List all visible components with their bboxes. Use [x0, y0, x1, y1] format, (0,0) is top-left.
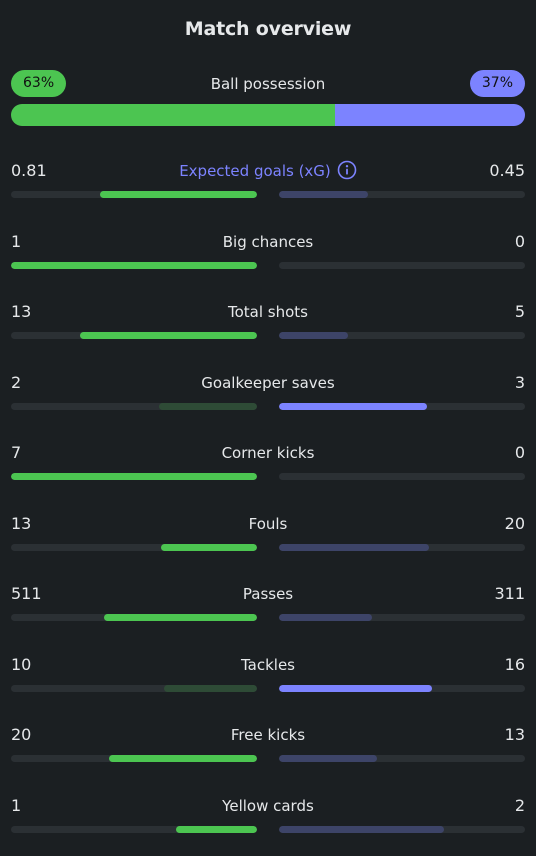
stat-label-text: Total shots — [228, 303, 308, 321]
away-stat-value: 3 — [514, 373, 525, 392]
away-stat-fill — [279, 403, 427, 410]
home-stat-fill — [175, 826, 257, 833]
away-stat-bar — [279, 685, 525, 692]
home-stat-fill — [161, 544, 257, 551]
home-stat-fill — [163, 685, 257, 692]
home-stat-fill — [99, 191, 257, 198]
away-stat-bar — [279, 191, 525, 198]
stat-label: Passes — [11, 583, 525, 605]
away-stat-fill — [279, 332, 348, 339]
page-title: Match overview — [184, 18, 352, 40]
away-stat-bar — [279, 403, 525, 410]
home-stat-value: 511 — [11, 584, 42, 603]
stat-row: 13 Total shots 5 — [11, 301, 525, 351]
home-stat-value: 7 — [11, 443, 22, 462]
away-stat-value: 0.45 — [489, 161, 525, 180]
stat-label: Yellow cards — [11, 795, 525, 817]
away-possession-fill — [334, 104, 525, 126]
stat-label: Tackles — [11, 654, 525, 676]
away-stat-bar — [279, 614, 525, 621]
stat-row: 1 Yellow cards 2 — [11, 795, 525, 845]
away-possession-badge: 37% — [469, 70, 525, 97]
home-stat-fill — [11, 473, 257, 480]
stat-label-text: Passes — [242, 585, 294, 603]
stat-label-text: Tackles — [240, 656, 296, 674]
home-stat-value: 20 — [11, 725, 32, 744]
away-stat-bar — [279, 826, 525, 833]
stat-label-text: Expected goals (xG) — [179, 162, 331, 180]
away-stat-fill — [279, 755, 378, 762]
away-stat-value: 0 — [514, 232, 525, 251]
stat-label-text: Big chances — [222, 233, 314, 251]
home-stat-bar — [11, 191, 257, 198]
home-stat-bar — [11, 755, 257, 762]
home-stat-fill — [79, 332, 257, 339]
home-stat-value: 1 — [11, 796, 22, 815]
away-stat-value: 5 — [514, 302, 525, 321]
home-stat-value: 2 — [11, 373, 22, 392]
home-possession-badge: 63% — [11, 70, 67, 97]
away-stat-value: 0 — [514, 443, 525, 462]
home-stat-value: 10 — [11, 655, 32, 674]
stat-label-text: Corner kicks — [221, 444, 315, 462]
stat-label: Corner kicks — [11, 442, 525, 464]
home-stat-bar — [11, 544, 257, 551]
stat-label: Fouls — [11, 513, 525, 535]
home-stat-bar — [11, 473, 257, 480]
stat-label: Free kicks — [11, 724, 525, 746]
stat-label: Goalkeeper saves — [11, 372, 525, 394]
home-stat-bar — [11, 262, 257, 269]
home-stat-bar — [11, 332, 257, 339]
stat-row: 7 Corner kicks 0 — [11, 442, 525, 492]
away-stat-fill — [279, 544, 430, 551]
home-stat-bar — [11, 685, 257, 692]
home-possession-fill — [11, 104, 335, 126]
home-stat-bar — [11, 403, 257, 410]
stat-label-text: Goalkeeper saves — [201, 374, 335, 392]
stat-row: 20 Free kicks 13 — [11, 724, 525, 774]
stat-row: 13 Fouls 20 — [11, 513, 525, 563]
stat-label: Total shots — [11, 301, 525, 323]
possession-header: 63% Ball possession 37% — [11, 70, 525, 98]
home-stat-value: 13 — [11, 514, 32, 533]
away-stat-value: 311 — [494, 584, 525, 603]
home-stat-bar — [11, 826, 257, 833]
away-stat-value: 13 — [504, 725, 525, 744]
away-stat-bar — [279, 473, 525, 480]
home-stat-fill — [11, 262, 257, 269]
stat-label[interactable]: Expected goals (xG) — [11, 160, 525, 182]
away-stat-value: 2 — [514, 796, 525, 815]
stat-label: Big chances — [11, 231, 525, 253]
home-stat-value: 13 — [11, 302, 32, 321]
home-stat-fill — [158, 403, 257, 410]
away-stat-fill — [279, 191, 368, 198]
away-stat-fill — [279, 614, 373, 621]
away-stat-fill — [279, 685, 432, 692]
away-stat-fill — [279, 826, 444, 833]
stat-label-text: Fouls — [248, 515, 288, 533]
home-stat-bar — [11, 614, 257, 621]
stat-row: 10 Tackles 16 — [11, 654, 525, 704]
home-stat-fill — [109, 755, 257, 762]
stat-row: 511 Passes 311 — [11, 583, 525, 633]
stat-label-text: Free kicks — [230, 726, 306, 744]
stat-label-text: Yellow cards — [222, 797, 314, 815]
possession-label: Ball possession — [210, 75, 326, 93]
info-icon[interactable] — [337, 160, 357, 180]
home-stat-value: 0.81 — [11, 161, 47, 180]
home-stat-fill — [104, 614, 257, 621]
away-stat-bar — [279, 262, 525, 269]
stat-row: 0.81 Expected goals (xG) 0.45 — [11, 160, 525, 210]
stat-row: 1 Big chances 0 — [11, 231, 525, 281]
away-stat-bar — [279, 544, 525, 551]
possession-bar — [11, 104, 525, 126]
home-stat-value: 1 — [11, 232, 22, 251]
away-stat-bar — [279, 755, 525, 762]
away-stat-value: 16 — [504, 655, 525, 674]
away-stat-bar — [279, 332, 525, 339]
stat-row: 2 Goalkeeper saves 3 — [11, 372, 525, 422]
away-stat-value: 20 — [504, 514, 525, 533]
